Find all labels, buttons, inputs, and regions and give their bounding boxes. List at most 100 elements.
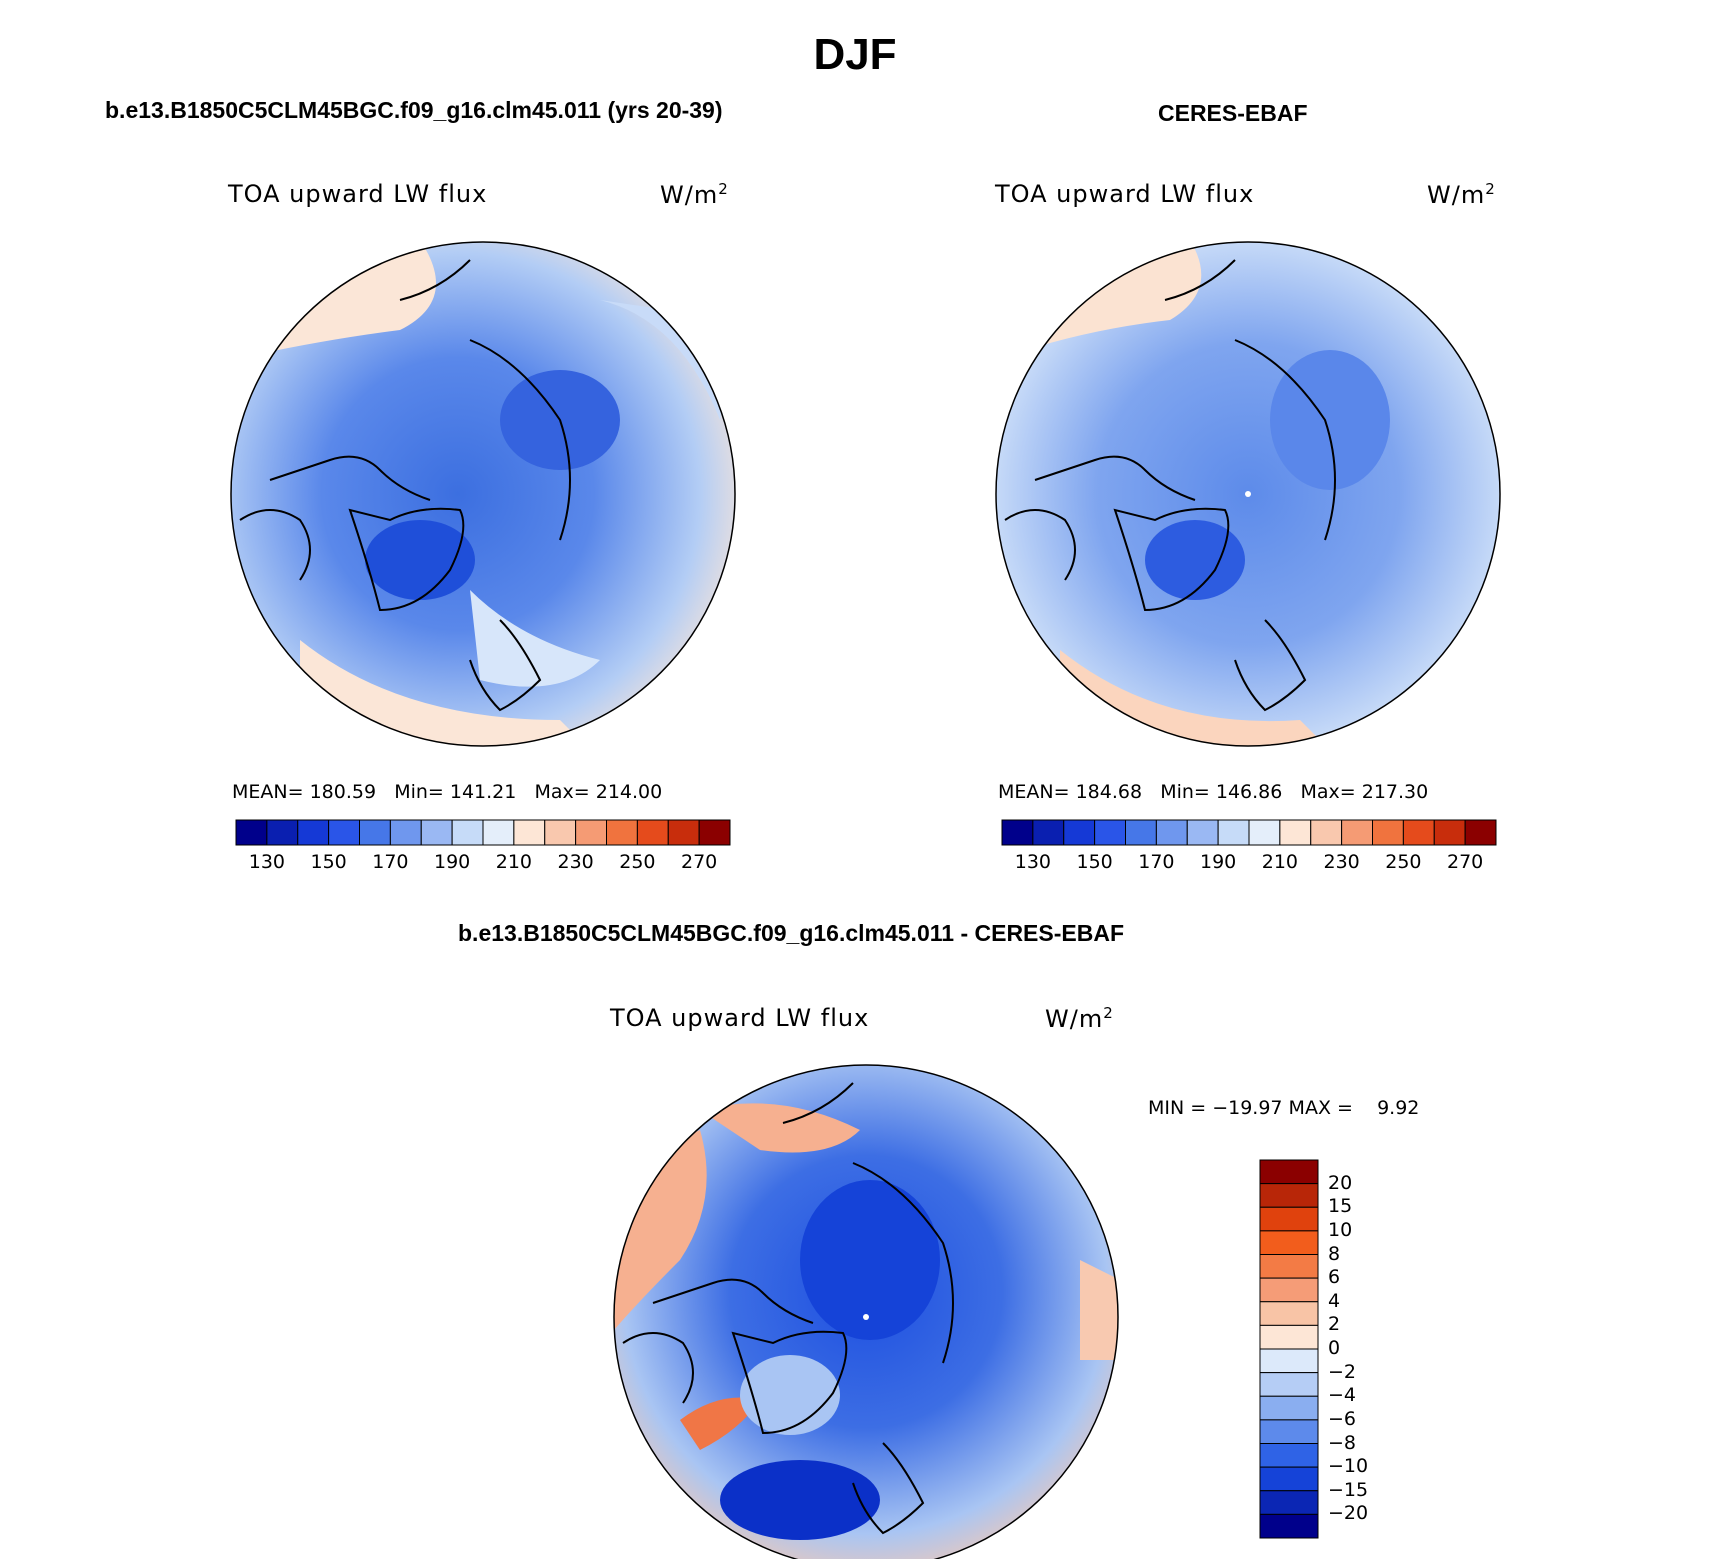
model-colorbar-swatch xyxy=(513,819,546,846)
obs-colorbar-swatch xyxy=(1464,819,1497,846)
obs-colorbar-tick-label: 250 xyxy=(1385,851,1422,873)
obs-polar-map xyxy=(996,242,1500,746)
model-units-label: W/m2 xyxy=(660,180,729,209)
diff-colorbar-swatch xyxy=(1259,1372,1319,1397)
diff-colorbar-tick-label: −6 xyxy=(1328,1407,1357,1430)
model-variable-label: TOA upward LW flux xyxy=(228,180,488,208)
diff-colorbar-swatch xyxy=(1259,1513,1319,1539)
diff-colorbar-swatch xyxy=(1259,1324,1319,1350)
diff-colorbar xyxy=(1259,1159,1319,1539)
diff-coastlines xyxy=(622,1082,954,1535)
diff-colorbar-swatch xyxy=(1259,1230,1319,1255)
obs-colorbar-swatch xyxy=(1279,819,1312,846)
obs-colorbar-swatch xyxy=(1402,819,1435,846)
obs-units-label: W/m2 xyxy=(1427,180,1496,209)
model-colorbar-tick-label: 130 xyxy=(248,851,286,873)
diff-colorbar-tick-label: 8 xyxy=(1328,1242,1341,1265)
model-colorbar-swatch xyxy=(451,819,484,846)
obs-stats: MEAN= 184.68 Min= 146.86 Max= 217.30 xyxy=(998,781,1429,803)
model-colorbar-tick-label: 250 xyxy=(619,851,656,873)
model-colorbar-swatch xyxy=(420,819,453,846)
model-colorbar-swatch xyxy=(389,819,422,846)
obs-colorbar-tick-label: 270 xyxy=(1446,851,1484,873)
obs-colorbar-swatch xyxy=(1032,819,1065,846)
model-stats: MEAN= 180.59 Min= 141.21 Max= 214.00 xyxy=(232,781,663,803)
model-colorbar-tick-label: 230 xyxy=(557,851,594,873)
obs-colorbar-swatch xyxy=(1433,819,1466,846)
model-colorbar-swatch xyxy=(698,819,731,846)
obs-colorbar-swatch xyxy=(1094,819,1126,846)
diff-stats: MIN = −19.97 MAX = 9.92 xyxy=(1148,1097,1420,1119)
model-panel-title: b.e13.B1850C5CLM45BGC.f09_g16.clm45.011 … xyxy=(105,97,723,123)
diff-colorbar-swatch xyxy=(1259,1183,1319,1208)
diff-colorbar-swatch xyxy=(1259,1490,1319,1515)
obs-colorbar-tick-label: 210 xyxy=(1261,851,1299,873)
diff-colorbar-swatch xyxy=(1259,1277,1319,1303)
model-colorbar-tick-label: 210 xyxy=(495,851,533,873)
model-colorbar-swatch xyxy=(328,819,360,846)
obs-coastlines xyxy=(1004,259,1336,712)
diff-units-label: W/m2 xyxy=(1045,1004,1114,1033)
model-polar-map xyxy=(231,242,735,746)
obs-colorbar-swatch xyxy=(1063,819,1096,846)
diff-colorbar-tick-label: 10 xyxy=(1328,1218,1353,1241)
obs-colorbar-swatch xyxy=(1372,819,1404,846)
diff-colorbar-tick-label: 0 xyxy=(1328,1337,1341,1359)
diff-colorbar-swatch xyxy=(1259,1159,1319,1185)
obs-colorbar-swatch xyxy=(1125,819,1157,846)
diff-colorbar-tick-label: −2 xyxy=(1328,1360,1357,1383)
diff-polar-map xyxy=(614,1065,1118,1559)
diff-colorbar-tick-label: −4 xyxy=(1328,1384,1357,1407)
obs-colorbar-swatch xyxy=(1001,819,1034,846)
model-colorbar-tick-label: 150 xyxy=(310,851,347,873)
diff-colorbar-swatch xyxy=(1259,1254,1319,1279)
diff-panel-title: b.e13.B1850C5CLM45BGC.f09_g16.clm45.011 … xyxy=(458,920,1125,946)
obs-colorbar-swatch xyxy=(1248,819,1281,846)
model-colorbar-swatch xyxy=(544,819,577,846)
diff-colorbar-swatch xyxy=(1259,1466,1319,1492)
obs-colorbar-tick-label: 170 xyxy=(1138,851,1175,873)
obs-colorbar-tick-label: 190 xyxy=(1199,851,1237,873)
diff-colorbar-swatch xyxy=(1259,1419,1319,1444)
diff-colorbar-tick-label: 6 xyxy=(1328,1266,1341,1289)
obs-colorbar-swatch xyxy=(1186,819,1219,846)
diff-colorbar-tick-label: −10 xyxy=(1328,1455,1369,1478)
diff-colorbar-tick-label: −8 xyxy=(1328,1431,1357,1454)
diff-variable-label: TOA upward LW flux xyxy=(610,1004,870,1032)
obs-colorbar-swatch xyxy=(1217,819,1250,846)
obs-colorbar-swatch xyxy=(1341,819,1373,846)
diff-colorbar-swatch xyxy=(1259,1443,1319,1468)
diff-colorbar-swatch xyxy=(1259,1395,1319,1421)
model-colorbar-swatch xyxy=(606,819,638,846)
diff-colorbar-tick-label: −20 xyxy=(1328,1502,1369,1525)
diff-colorbar-swatch xyxy=(1259,1206,1319,1232)
obs-colorbar-tick-label: 150 xyxy=(1076,851,1113,873)
obs-colorbar-swatch xyxy=(1310,819,1343,846)
obs-colorbar xyxy=(1001,819,1497,846)
model-colorbar-swatch xyxy=(636,819,669,846)
obs-variable-label: TOA upward LW flux xyxy=(995,180,1255,208)
diff-colorbar-tick-label: 15 xyxy=(1328,1195,1353,1218)
model-colorbar-swatch xyxy=(575,819,607,846)
diff-colorbar-tick-label: 20 xyxy=(1328,1171,1353,1194)
diff-colorbar-tick-label: 2 xyxy=(1328,1313,1341,1336)
figure-title: DJF xyxy=(813,30,897,79)
diff-colorbar-tick-label: 4 xyxy=(1328,1289,1341,1312)
obs-colorbar-tick-label: 230 xyxy=(1323,851,1360,873)
diff-colorbar-swatch xyxy=(1259,1301,1319,1326)
model-colorbar-swatch xyxy=(297,819,330,846)
diff-colorbar-tick-label: −15 xyxy=(1328,1478,1369,1501)
model-colorbar-tick-label: 270 xyxy=(680,851,718,873)
obs-panel-title: CERES-EBAF xyxy=(1158,100,1308,126)
model-colorbar-swatch xyxy=(359,819,391,846)
model-colorbar-tick-label: 190 xyxy=(433,851,471,873)
obs-colorbar-tick-label: 130 xyxy=(1014,851,1052,873)
model-colorbar-tick-label: 170 xyxy=(372,851,409,873)
obs-colorbar-swatch xyxy=(1155,819,1188,846)
model-colorbar-swatch xyxy=(235,819,268,846)
model-colorbar-swatch xyxy=(667,819,700,846)
model-coastlines xyxy=(239,259,571,712)
model-colorbar-swatch xyxy=(482,819,515,846)
diff-colorbar-swatch xyxy=(1259,1348,1319,1374)
